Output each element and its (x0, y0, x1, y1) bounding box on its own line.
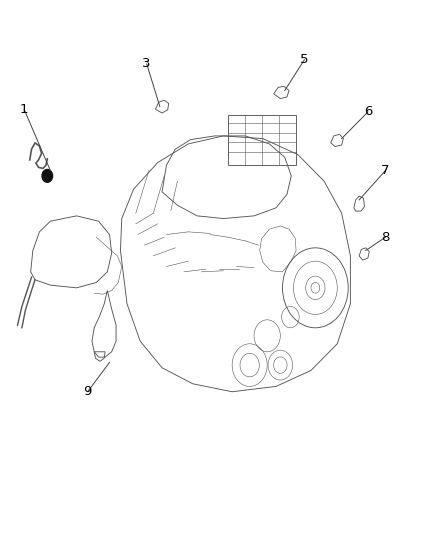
Circle shape (42, 169, 53, 182)
Text: 3: 3 (142, 58, 151, 70)
Text: 6: 6 (364, 106, 372, 118)
Text: 7: 7 (381, 164, 390, 177)
Bar (228, 115, 296, 165)
Text: 9: 9 (83, 385, 92, 398)
Text: 5: 5 (300, 53, 309, 66)
Text: 1: 1 (20, 103, 28, 116)
Text: 8: 8 (381, 231, 390, 244)
